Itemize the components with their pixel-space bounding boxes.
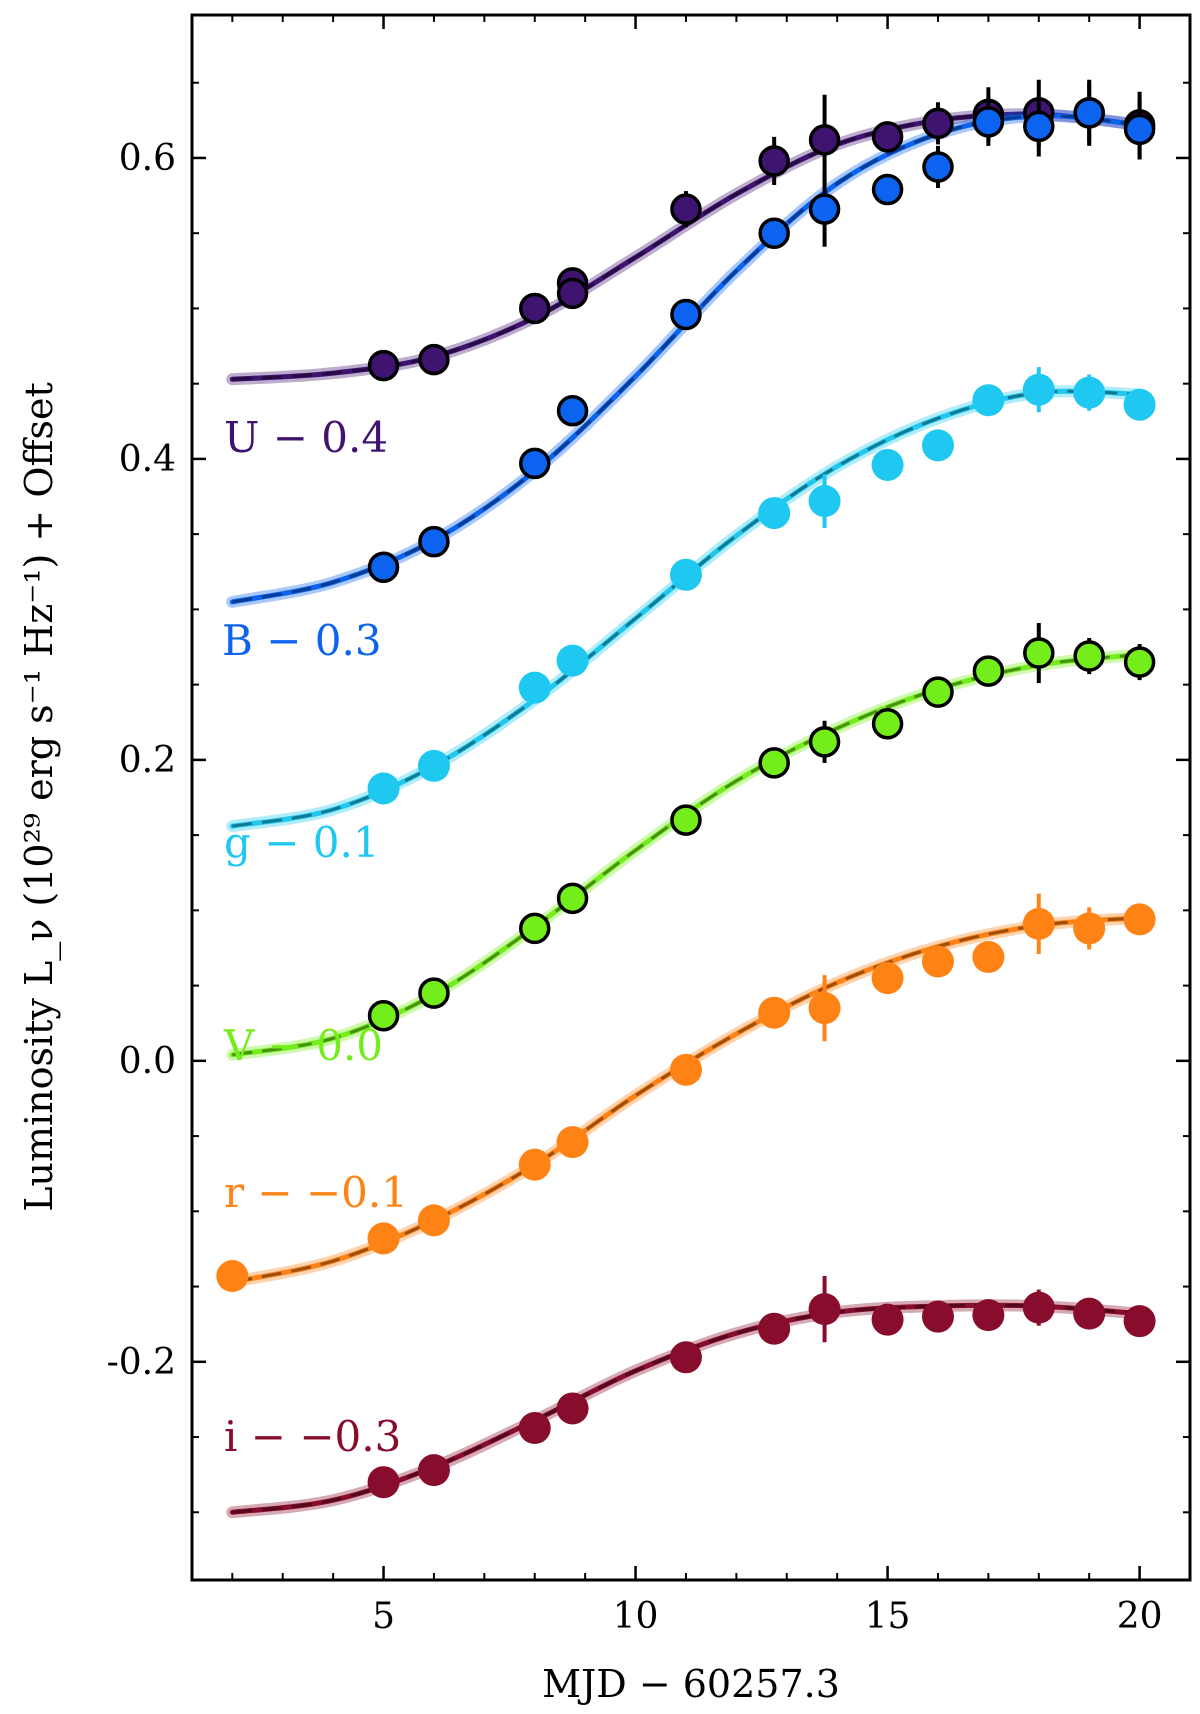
data-point-r [808,992,841,1025]
data-point-g [871,448,904,481]
data-point-r [758,996,791,1029]
y-tick-label: 0.4 [119,439,176,480]
data-point-i [669,1341,702,1374]
data-point-g [1022,373,1055,406]
band-label-U: U − 0.4 [224,413,388,462]
band-label-i: i − −0.3 [224,1412,401,1461]
data-point-B [418,525,450,558]
data-point-B [556,395,589,427]
data-point-i [518,1412,551,1445]
data-point-r [1123,903,1156,936]
data-point-B [758,217,790,249]
data-point-r [972,941,1005,974]
band-label-B: B − 0.3 [222,616,382,665]
data-point-V [1123,646,1156,678]
data-point-g [1123,388,1156,421]
data-point-r [1073,912,1106,945]
data-point-V [518,912,551,945]
data-point-r [367,1222,400,1255]
data-point-U [871,121,904,153]
data-point-r [518,1148,551,1181]
data-point-i [758,1312,791,1345]
data-point-i [367,1466,400,1499]
band-labels: U − 0.4 B − 0.3 g − 0.1 V − 0.0 r − −0.1 i − … [222,413,408,1461]
data-point-g [518,671,551,704]
data-point-V [972,655,1005,687]
plot-frame [190,13,1192,1582]
data-point-g [921,429,954,462]
data-point-B [518,447,551,480]
data-point-V [556,882,589,915]
data-point-V [758,747,790,779]
y-axis-title: Luminosity L_ν (10²⁹ erg s⁻¹ Hz⁻¹) + Off… [17,382,62,1211]
y-tick-label: 0.6 [119,138,176,179]
data-point-U [367,349,400,382]
data-point-V [808,726,841,758]
x-tick-label: 15 [865,1596,911,1637]
band-label-V: V − 0.0 [223,1021,383,1070]
data-point-B [1073,97,1105,129]
data-point-V [922,676,954,708]
y-tick-label: -0.2 [107,1342,176,1383]
data-point-B [922,151,954,183]
x-axis-title: MJD − 60257.3 [542,1662,840,1706]
data-point-B [972,106,1005,138]
data-point-i [1073,1297,1106,1330]
data-point-r [556,1126,589,1159]
x-tick-label: 10 [613,1596,659,1637]
data-point-i [417,1454,450,1487]
data-point-g [1073,376,1106,409]
data-point-i [808,1293,841,1326]
x-tick-label: 20 [1117,1596,1163,1637]
data-point-V [418,977,450,1009]
data-point-V [367,999,400,1032]
data-point-U [670,193,702,225]
data-point-i [972,1299,1005,1332]
data-point-i [556,1392,589,1425]
data-point-g [367,772,400,805]
data-point-i [871,1303,904,1336]
data-point-V [871,708,904,740]
data-point-B [367,551,400,584]
y-tick-label: 0.2 [119,740,176,781]
data-point-r [669,1053,702,1086]
y-tick-label: 0.0 [119,1041,176,1082]
data-point-U [758,145,790,177]
data-point-g [417,749,450,782]
data-point-g [669,558,702,591]
data-point-B [1123,113,1156,146]
data-point-g [758,497,791,530]
data-point-U [922,107,954,140]
data-point-i [1123,1305,1156,1338]
data-point-V [1073,640,1105,672]
band-label-r: r − −0.1 [224,1168,408,1217]
data-points [216,79,1156,1499]
data-point-B [871,173,904,206]
data-point-r [216,1260,249,1293]
data-point-U [518,292,551,325]
data-point-V [670,804,702,836]
data-point-g [556,644,589,677]
data-point-i [1022,1291,1055,1324]
data-point-B [1023,110,1055,143]
band-label-g: g − 0.1 [224,818,380,867]
axis-ticks: 5 10 15 20 -0.2 0.0 0.2 0.4 0.6 [107,15,1191,1637]
data-point-g [808,485,841,518]
data-point-r [417,1204,450,1237]
data-point-U [808,124,841,156]
data-point-g [972,384,1005,417]
data-point-V [1023,637,1055,669]
data-point-r [1022,907,1055,940]
data-point-U [556,277,589,310]
data-point-B [808,193,841,225]
data-point-r [871,962,904,995]
x-tick-label: 5 [372,1596,395,1637]
data-point-B [670,298,702,331]
data-point-i [921,1300,954,1333]
data-point-r [921,945,954,978]
data-point-U [418,343,450,376]
